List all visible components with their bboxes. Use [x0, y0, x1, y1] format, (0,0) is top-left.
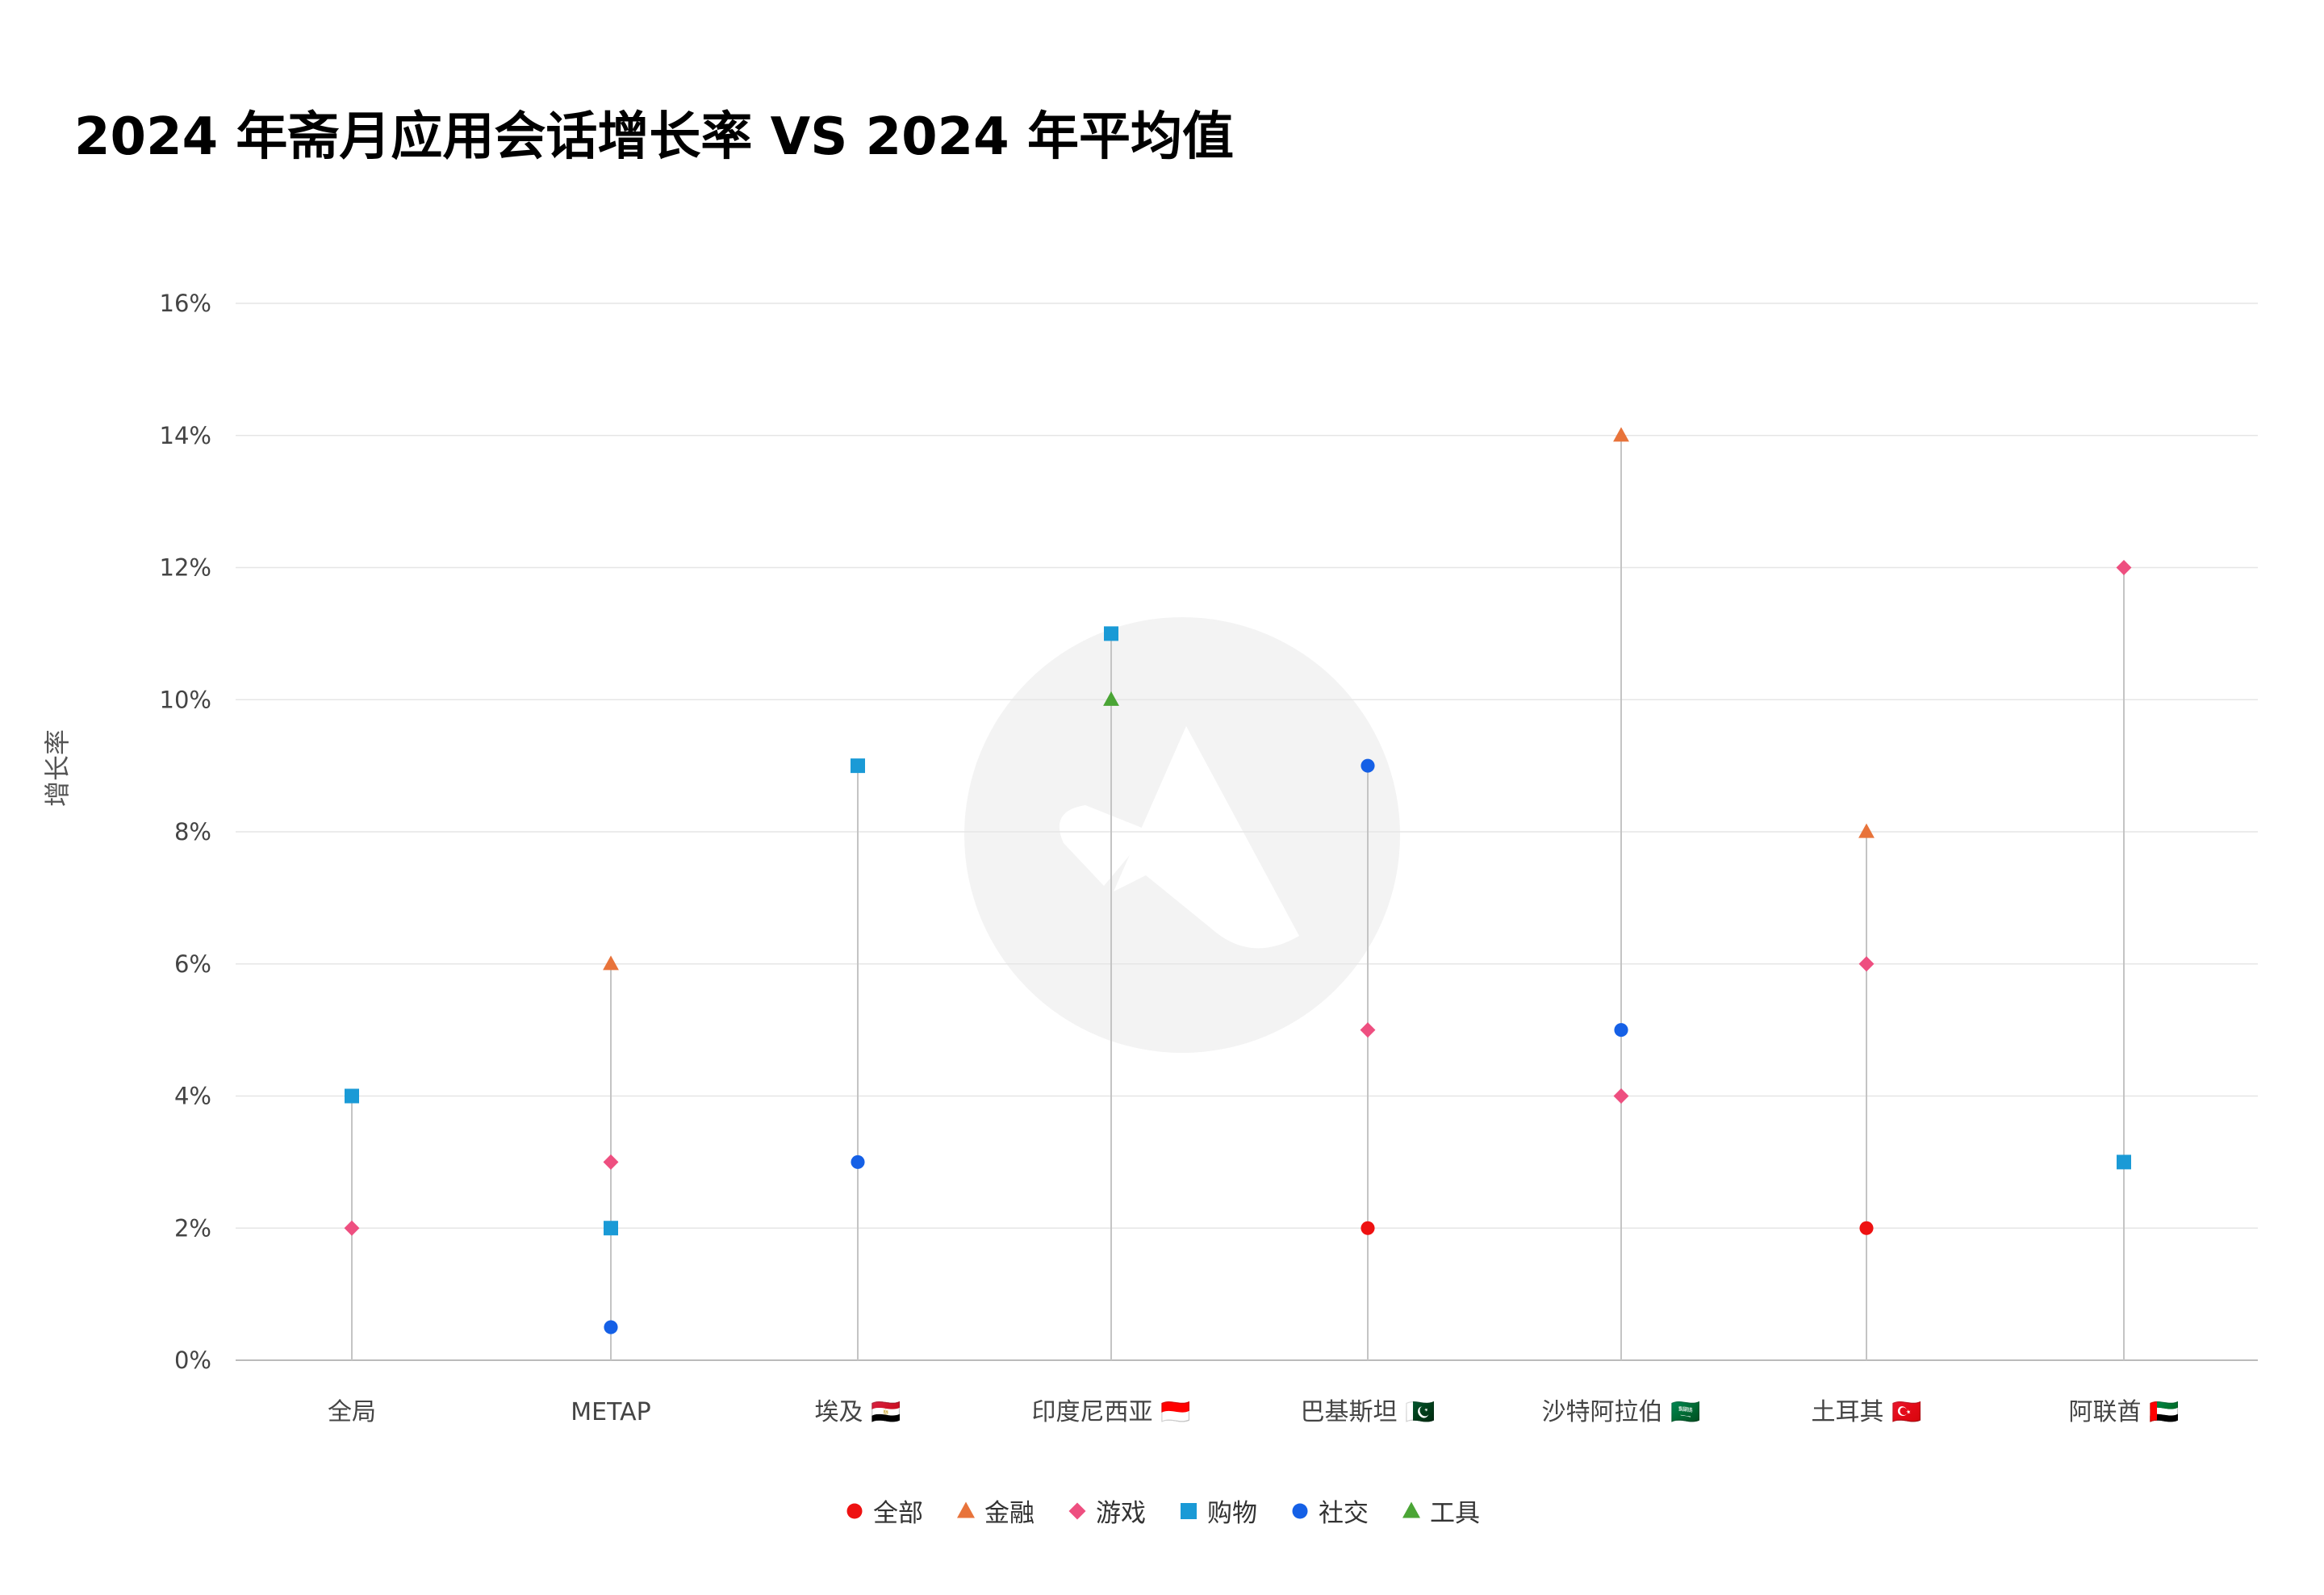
legend-label: 购物: [1207, 1499, 1257, 1528]
legend-marker-shape: [846, 1503, 863, 1518]
y-tick-label: 8%: [174, 818, 211, 846]
legend-marker-icon: [846, 1503, 863, 1518]
data-point: [344, 1220, 360, 1236]
legend-label: 工具: [1430, 1499, 1480, 1528]
watermark-logo: [964, 617, 1400, 1053]
legend-item[interactable]: 工具: [1401, 1493, 1480, 1529]
x-tick-label: 阿联酋 🇦🇪: [2069, 1398, 2180, 1426]
y-tick-label: 10%: [160, 686, 211, 713]
legend-marker-shape: [1292, 1503, 1308, 1518]
data-point: [2116, 560, 2132, 575]
x-tick-label: 全局: [328, 1398, 376, 1426]
y-tick-label: 14%: [160, 422, 211, 449]
data-point: [1614, 1023, 1628, 1038]
legend-marker-icon: [1068, 1502, 1086, 1519]
data-point: [1858, 823, 1875, 838]
legend-marker-shape: [1402, 1501, 1420, 1518]
legend-marker-shape: [1068, 1502, 1086, 1519]
x-tick-label: 印度尼西亚 🇮🇩: [1032, 1398, 1191, 1426]
data-point: [1361, 758, 1375, 773]
legend-item[interactable]: 游戏: [1067, 1493, 1146, 1529]
data-point: [604, 1221, 618, 1236]
x-tick-label: 巴基斯坦 🇵🇰: [1301, 1398, 1436, 1426]
legend-marker-icon: [1402, 1501, 1420, 1518]
data-point: [1103, 691, 1119, 706]
y-tick-label: 0%: [174, 1347, 211, 1374]
x-tick-label: 土耳其 🇹🇷: [1812, 1398, 1922, 1426]
legend-item[interactable]: 金融: [955, 1493, 1035, 1529]
data-point: [1858, 956, 1875, 972]
legend-marker-shape: [957, 1501, 975, 1518]
legend-marker-icon: [1292, 1503, 1308, 1518]
x-tick-label: METAP: [571, 1398, 650, 1426]
data-point: [1859, 1221, 1874, 1235]
data-point: [603, 955, 619, 971]
data-point: [2117, 1154, 2131, 1170]
legend-marker-icon: [957, 1501, 975, 1518]
legend-item[interactable]: 社交: [1289, 1493, 1369, 1529]
y-tick-label: 16%: [160, 290, 211, 317]
legend-item[interactable]: 全部: [844, 1493, 923, 1529]
legend-item[interactable]: 购物: [1178, 1493, 1257, 1529]
chart-title: 2024 年斋月应用会话增长率 VS 2024 年平均值: [74, 107, 1234, 167]
data-point: [1360, 1022, 1376, 1038]
y-axis-label: 增长率: [42, 729, 73, 807]
legend-label: 金融: [984, 1499, 1035, 1528]
data-point: [1613, 427, 1629, 442]
data-point: [851, 758, 865, 774]
x-tick-label: 沙特阿拉伯 🇸🇦: [1542, 1398, 1701, 1426]
legend-label: 全部: [873, 1499, 923, 1528]
data-point: [604, 1320, 618, 1334]
data-point: [1104, 626, 1118, 641]
y-tick-label: 12%: [160, 554, 211, 582]
x-tick-label: 埃及 🇪🇬: [815, 1398, 901, 1426]
legend-marker-icon: [1181, 1502, 1197, 1519]
data-point: [1613, 1088, 1629, 1104]
data-point: [603, 1154, 619, 1170]
data-point: [851, 1154, 865, 1169]
y-tick-label: 4%: [174, 1083, 211, 1110]
data-point: [1361, 1221, 1375, 1235]
legend-label: 社交: [1319, 1499, 1369, 1528]
chart-legend: 全部 金融 游戏 购物 社交 工具: [0, 1493, 2324, 1529]
y-tick-label: 6%: [174, 950, 211, 978]
legend-marker-shape: [1181, 1502, 1197, 1519]
y-tick-label: 2%: [174, 1214, 211, 1242]
legend-label: 游戏: [1096, 1499, 1146, 1528]
data-point: [345, 1088, 359, 1104]
